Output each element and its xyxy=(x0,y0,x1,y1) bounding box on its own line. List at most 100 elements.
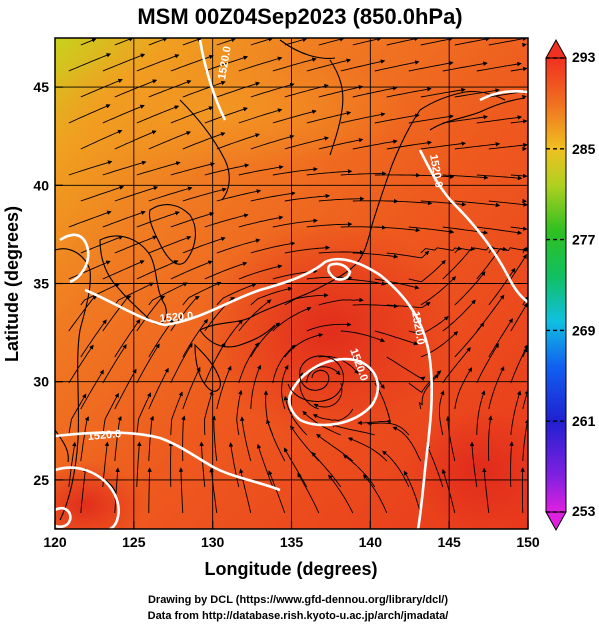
y-tick-label: 30 xyxy=(33,374,49,390)
streamline xyxy=(352,86,398,98)
streamline xyxy=(68,210,112,228)
streamline xyxy=(170,296,200,332)
streamline xyxy=(80,416,89,462)
colorbar: 293 285 277 269 261 253 xyxy=(545,38,596,532)
x-tick-label: 130 xyxy=(201,534,225,550)
streamline xyxy=(318,85,364,98)
x-tick-label: 135 xyxy=(280,534,304,550)
streamline xyxy=(386,356,426,381)
streamline xyxy=(318,297,364,306)
streamline xyxy=(148,80,192,98)
streamline xyxy=(80,78,123,98)
streamline xyxy=(284,193,331,202)
streamline xyxy=(170,106,214,124)
streamline xyxy=(454,367,473,410)
streamline xyxy=(306,221,353,228)
streamline xyxy=(182,366,201,410)
streamline xyxy=(266,419,286,462)
streamline xyxy=(283,447,308,488)
streamline xyxy=(136,105,180,124)
streamline xyxy=(114,319,141,358)
streamline xyxy=(340,278,387,286)
x-axis-label: Longitude (degrees) xyxy=(204,559,377,579)
streamline xyxy=(476,246,508,280)
streamline xyxy=(420,87,466,98)
streamline xyxy=(182,281,222,306)
streamline xyxy=(340,59,386,72)
streamline xyxy=(306,322,352,332)
streamline xyxy=(204,55,249,72)
streamline xyxy=(102,104,145,124)
contour-label: 1520.0 xyxy=(409,310,427,345)
streamline xyxy=(442,174,489,180)
streamline xyxy=(136,343,160,384)
streamline xyxy=(80,283,121,306)
streamline xyxy=(68,104,111,124)
streamline xyxy=(102,260,145,280)
streamline xyxy=(80,38,97,46)
streamline xyxy=(408,226,455,234)
streamline xyxy=(442,61,488,72)
y-axis-label: Latitude (degrees) xyxy=(2,206,22,362)
streamline xyxy=(347,437,388,462)
streamlines xyxy=(68,38,528,514)
streamline xyxy=(114,235,158,254)
streamline xyxy=(170,342,193,384)
streamline xyxy=(342,454,376,488)
streamline xyxy=(426,444,444,488)
y-axis-ticks: 25 30 35 40 45 xyxy=(33,79,63,488)
streamline xyxy=(386,87,432,98)
contour-label: 1520.0 xyxy=(216,45,234,80)
streamline xyxy=(148,186,193,202)
streamline xyxy=(68,344,94,384)
streamline xyxy=(482,467,490,514)
streamline xyxy=(182,38,202,46)
streamline xyxy=(408,114,454,124)
streamline xyxy=(272,218,318,228)
streamline xyxy=(148,235,192,254)
streamline xyxy=(114,467,120,514)
streamline xyxy=(148,131,192,150)
streamline xyxy=(281,364,289,410)
streamline xyxy=(182,318,208,358)
streamline xyxy=(182,80,226,98)
chart-title: MSM 00Z04Sep2023 (850.0hPa) xyxy=(137,4,462,29)
streamline xyxy=(272,306,312,332)
colorbar-body xyxy=(545,57,567,513)
streamline xyxy=(488,267,516,306)
streamline xyxy=(392,426,422,462)
streamline xyxy=(250,241,296,254)
streamline xyxy=(80,129,123,150)
streamline xyxy=(374,226,421,233)
streamline xyxy=(488,366,505,410)
streamline xyxy=(80,185,125,202)
streamline xyxy=(510,302,528,332)
streamline xyxy=(521,42,527,48)
typhoon-vortex xyxy=(287,355,344,402)
streamline xyxy=(209,467,218,514)
streamline xyxy=(306,169,353,176)
x-tick-label: 125 xyxy=(122,534,146,550)
streamline xyxy=(102,344,127,384)
streamline xyxy=(114,282,155,306)
streamline xyxy=(114,38,134,46)
streamline xyxy=(80,319,107,358)
streamline xyxy=(488,415,493,462)
streamline xyxy=(488,318,513,358)
streamline xyxy=(418,374,440,410)
streamline xyxy=(476,294,505,332)
streamline xyxy=(102,53,146,72)
streamline xyxy=(250,364,262,410)
streamline xyxy=(204,261,248,280)
streamline xyxy=(318,38,345,46)
streamline xyxy=(204,163,250,176)
streamline xyxy=(420,246,463,254)
streamline xyxy=(136,211,180,228)
streamline xyxy=(238,264,283,280)
streamline xyxy=(102,160,147,176)
streamline xyxy=(148,282,188,306)
streamline xyxy=(442,246,476,280)
streamline xyxy=(374,60,420,72)
streamline xyxy=(68,441,77,488)
streamline xyxy=(476,174,523,181)
